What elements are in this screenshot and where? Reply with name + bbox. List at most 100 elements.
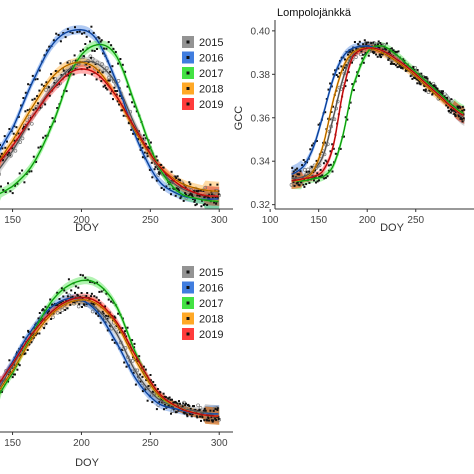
fitted-curve-outline-2015 bbox=[0, 60, 219, 197]
data-point-2016 bbox=[216, 196, 219, 199]
data-point-2018 bbox=[297, 183, 300, 186]
data-point-2016 bbox=[27, 83, 30, 86]
data-point-2017 bbox=[189, 407, 192, 410]
data-point-2017 bbox=[323, 177, 326, 180]
data-point-2018 bbox=[101, 310, 104, 313]
data-point-2015 bbox=[13, 148, 18, 153]
data-point-2018 bbox=[462, 113, 465, 116]
data-point-2019 bbox=[198, 194, 201, 197]
data-point-2017 bbox=[318, 175, 321, 178]
data-point-2019 bbox=[170, 170, 173, 173]
data-point-2016 bbox=[146, 155, 149, 158]
data-point-2016 bbox=[43, 54, 46, 57]
data-point-2016 bbox=[48, 45, 51, 48]
data-point-2017 bbox=[428, 81, 431, 84]
data-point-2018 bbox=[396, 66, 399, 69]
legend-label-2018: 2018 bbox=[199, 84, 223, 96]
data-point-2017 bbox=[107, 298, 110, 301]
data-point-2017 bbox=[58, 298, 61, 300]
x-tick-label: 150 bbox=[4, 215, 21, 226]
data-point-2018 bbox=[118, 103, 121, 106]
data-point-2019 bbox=[420, 72, 423, 75]
x-ticks: 100 150 200 250 bbox=[262, 209, 425, 226]
data-point-2016 bbox=[158, 173, 161, 175]
data-point-2017 bbox=[217, 193, 220, 196]
data-point-2018 bbox=[0, 152, 3, 155]
data-point-2015 bbox=[130, 359, 135, 363]
data-point-2017 bbox=[142, 365, 145, 368]
data-point-2018 bbox=[437, 90, 440, 93]
data-point-2018 bbox=[169, 398, 172, 401]
data-point-2018 bbox=[0, 156, 1, 159]
data-point-2016 bbox=[317, 123, 320, 126]
data-point-2017 bbox=[16, 368, 19, 371]
data-point-2019 bbox=[11, 147, 14, 150]
data-point-2018 bbox=[393, 63, 396, 65]
data-point-2018 bbox=[24, 110, 27, 113]
data-point-2017 bbox=[21, 169, 24, 172]
data-point-2018 bbox=[171, 406, 174, 409]
data-point-2017 bbox=[84, 276, 87, 279]
data-point-2019 bbox=[142, 137, 145, 140]
x-ticks: 150 200 250 300 bbox=[4, 432, 228, 449]
data-point-2019 bbox=[107, 79, 110, 82]
data-point-2019 bbox=[327, 164, 330, 167]
data-point-2017 bbox=[112, 47, 115, 50]
data-point-2016 bbox=[195, 415, 198, 418]
data-point-2015 bbox=[76, 304, 81, 309]
data-point-2017 bbox=[133, 342, 136, 345]
x-tick-label: 300 bbox=[211, 438, 228, 449]
data-point-2018 bbox=[457, 114, 460, 117]
data-point-2017 bbox=[46, 312, 49, 315]
data-point-2017 bbox=[82, 274, 84, 277]
data-point-2018 bbox=[104, 305, 106, 308]
data-point-2018 bbox=[209, 183, 212, 186]
data-point-2016 bbox=[17, 115, 20, 118]
data-point-2016 bbox=[163, 188, 165, 191]
data-point-2016 bbox=[85, 35, 88, 38]
data-point-2019 bbox=[149, 374, 152, 376]
data-point-2019 bbox=[23, 125, 25, 128]
data-point-2017 bbox=[185, 193, 187, 196]
data-point-2019 bbox=[379, 54, 381, 57]
data-point-2016 bbox=[335, 74, 338, 76]
data-point-2017 bbox=[326, 175, 329, 178]
data-point-2017 bbox=[74, 59, 77, 62]
data-point-2016 bbox=[334, 69, 337, 72]
data-point-2016 bbox=[184, 192, 187, 195]
data-point-2016 bbox=[202, 409, 205, 412]
data-point-2018 bbox=[97, 310, 99, 313]
legend-marker-2016 bbox=[186, 56, 190, 59]
data-point-2018 bbox=[125, 335, 128, 338]
data-point-2016 bbox=[41, 309, 44, 312]
data-point-2017 bbox=[91, 49, 94, 52]
x-axis-label: DOY bbox=[75, 222, 100, 234]
data-point-2019 bbox=[205, 418, 208, 421]
data-point-2019 bbox=[105, 314, 107, 317]
data-point-2018 bbox=[0, 390, 1, 392]
data-point-2018 bbox=[17, 362, 20, 365]
data-point-2017 bbox=[423, 76, 426, 79]
data-point-2017 bbox=[128, 93, 131, 96]
data-point-2018 bbox=[160, 398, 163, 401]
data-point-2017 bbox=[7, 182, 9, 185]
legend-marker-2015 bbox=[186, 270, 190, 274]
x-tick-label: 300 bbox=[211, 215, 228, 226]
panel-top-left: 150 200 250 300 DOY bbox=[0, 25, 233, 234]
data-point-2018 bbox=[78, 303, 81, 306]
data-point-2017 bbox=[145, 137, 148, 140]
data-point-2019 bbox=[198, 408, 201, 411]
y-tick-label: 0.38 bbox=[251, 70, 271, 81]
data-point-2016 bbox=[424, 88, 427, 91]
data-point-2018 bbox=[355, 47, 358, 50]
data-point-2019 bbox=[88, 66, 91, 68]
data-point-2016 bbox=[457, 115, 460, 118]
data-point-2017 bbox=[293, 184, 296, 187]
data-point-2019 bbox=[196, 416, 199, 419]
data-point-2019 bbox=[189, 413, 192, 415]
data-point-2016 bbox=[0, 143, 1, 146]
data-point-2019 bbox=[318, 179, 320, 182]
data-point-2019 bbox=[463, 108, 466, 111]
data-point-2018 bbox=[92, 302, 95, 305]
data-point-2018 bbox=[132, 132, 135, 135]
